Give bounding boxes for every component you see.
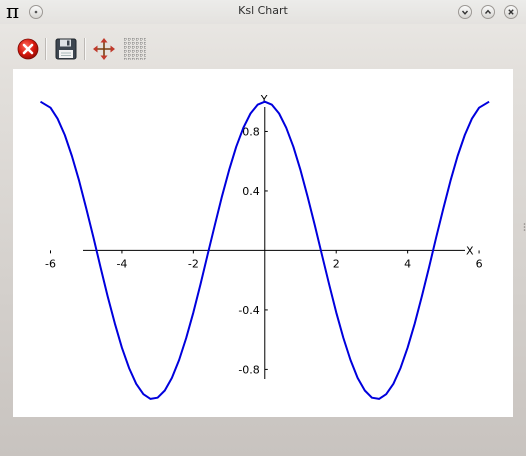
x-tick-label: -4 [116, 257, 127, 270]
y-tick-label: -0.8 [238, 363, 259, 376]
close-icon [508, 9, 514, 15]
y-tick-label: 0.4 [242, 185, 260, 198]
y-tick-label: -0.4 [238, 304, 259, 317]
floppy-disk-icon [55, 38, 77, 60]
toolbar-separator [45, 38, 47, 60]
window-menu-button[interactable] [29, 5, 43, 19]
grid-button[interactable] [122, 36, 148, 62]
x-tick-label: 6 [476, 257, 483, 270]
x-tick-label: 2 [333, 257, 340, 270]
chevron-up-icon [484, 9, 492, 14]
x-tick-label: -2 [188, 257, 199, 270]
close-red-circle-icon [17, 38, 39, 60]
chevron-down-icon [461, 10, 469, 15]
minimize-button[interactable] [458, 5, 472, 19]
window-title: Ksl Chart [238, 4, 288, 17]
close-chart-button[interactable] [16, 36, 42, 62]
close-window-button[interactable] [504, 5, 518, 19]
grid-icon [124, 38, 146, 60]
x-tick-label: -6 [45, 257, 56, 270]
move-arrows-icon [93, 38, 115, 60]
pi-app-icon[interactable]: π [6, 0, 20, 23]
pan-button[interactable] [92, 36, 118, 62]
maximize-button[interactable] [481, 5, 495, 19]
save-button[interactable] [54, 36, 80, 62]
chart-canvas: -6 -4 -2 2 4 6 0.8 0.4 -0.4 -0.8 X Y [39, 93, 490, 400]
x-tick-label: 4 [404, 257, 411, 270]
y-tick-label: 0.8 [242, 125, 260, 138]
chart-plot-area[interactable]: -6 -4 -2 2 4 6 0.8 0.4 -0.4 -0.8 X Y [13, 69, 513, 417]
series-line [39, 100, 490, 400]
x-axis-title: X [466, 244, 474, 257]
dot-icon [34, 10, 38, 14]
title-bar[interactable]: π Ksl Chart [0, 0, 526, 24]
resize-handle[interactable] [523, 222, 526, 232]
toolbar-separator [84, 38, 86, 60]
y-axis-title: Y [260, 93, 268, 106]
